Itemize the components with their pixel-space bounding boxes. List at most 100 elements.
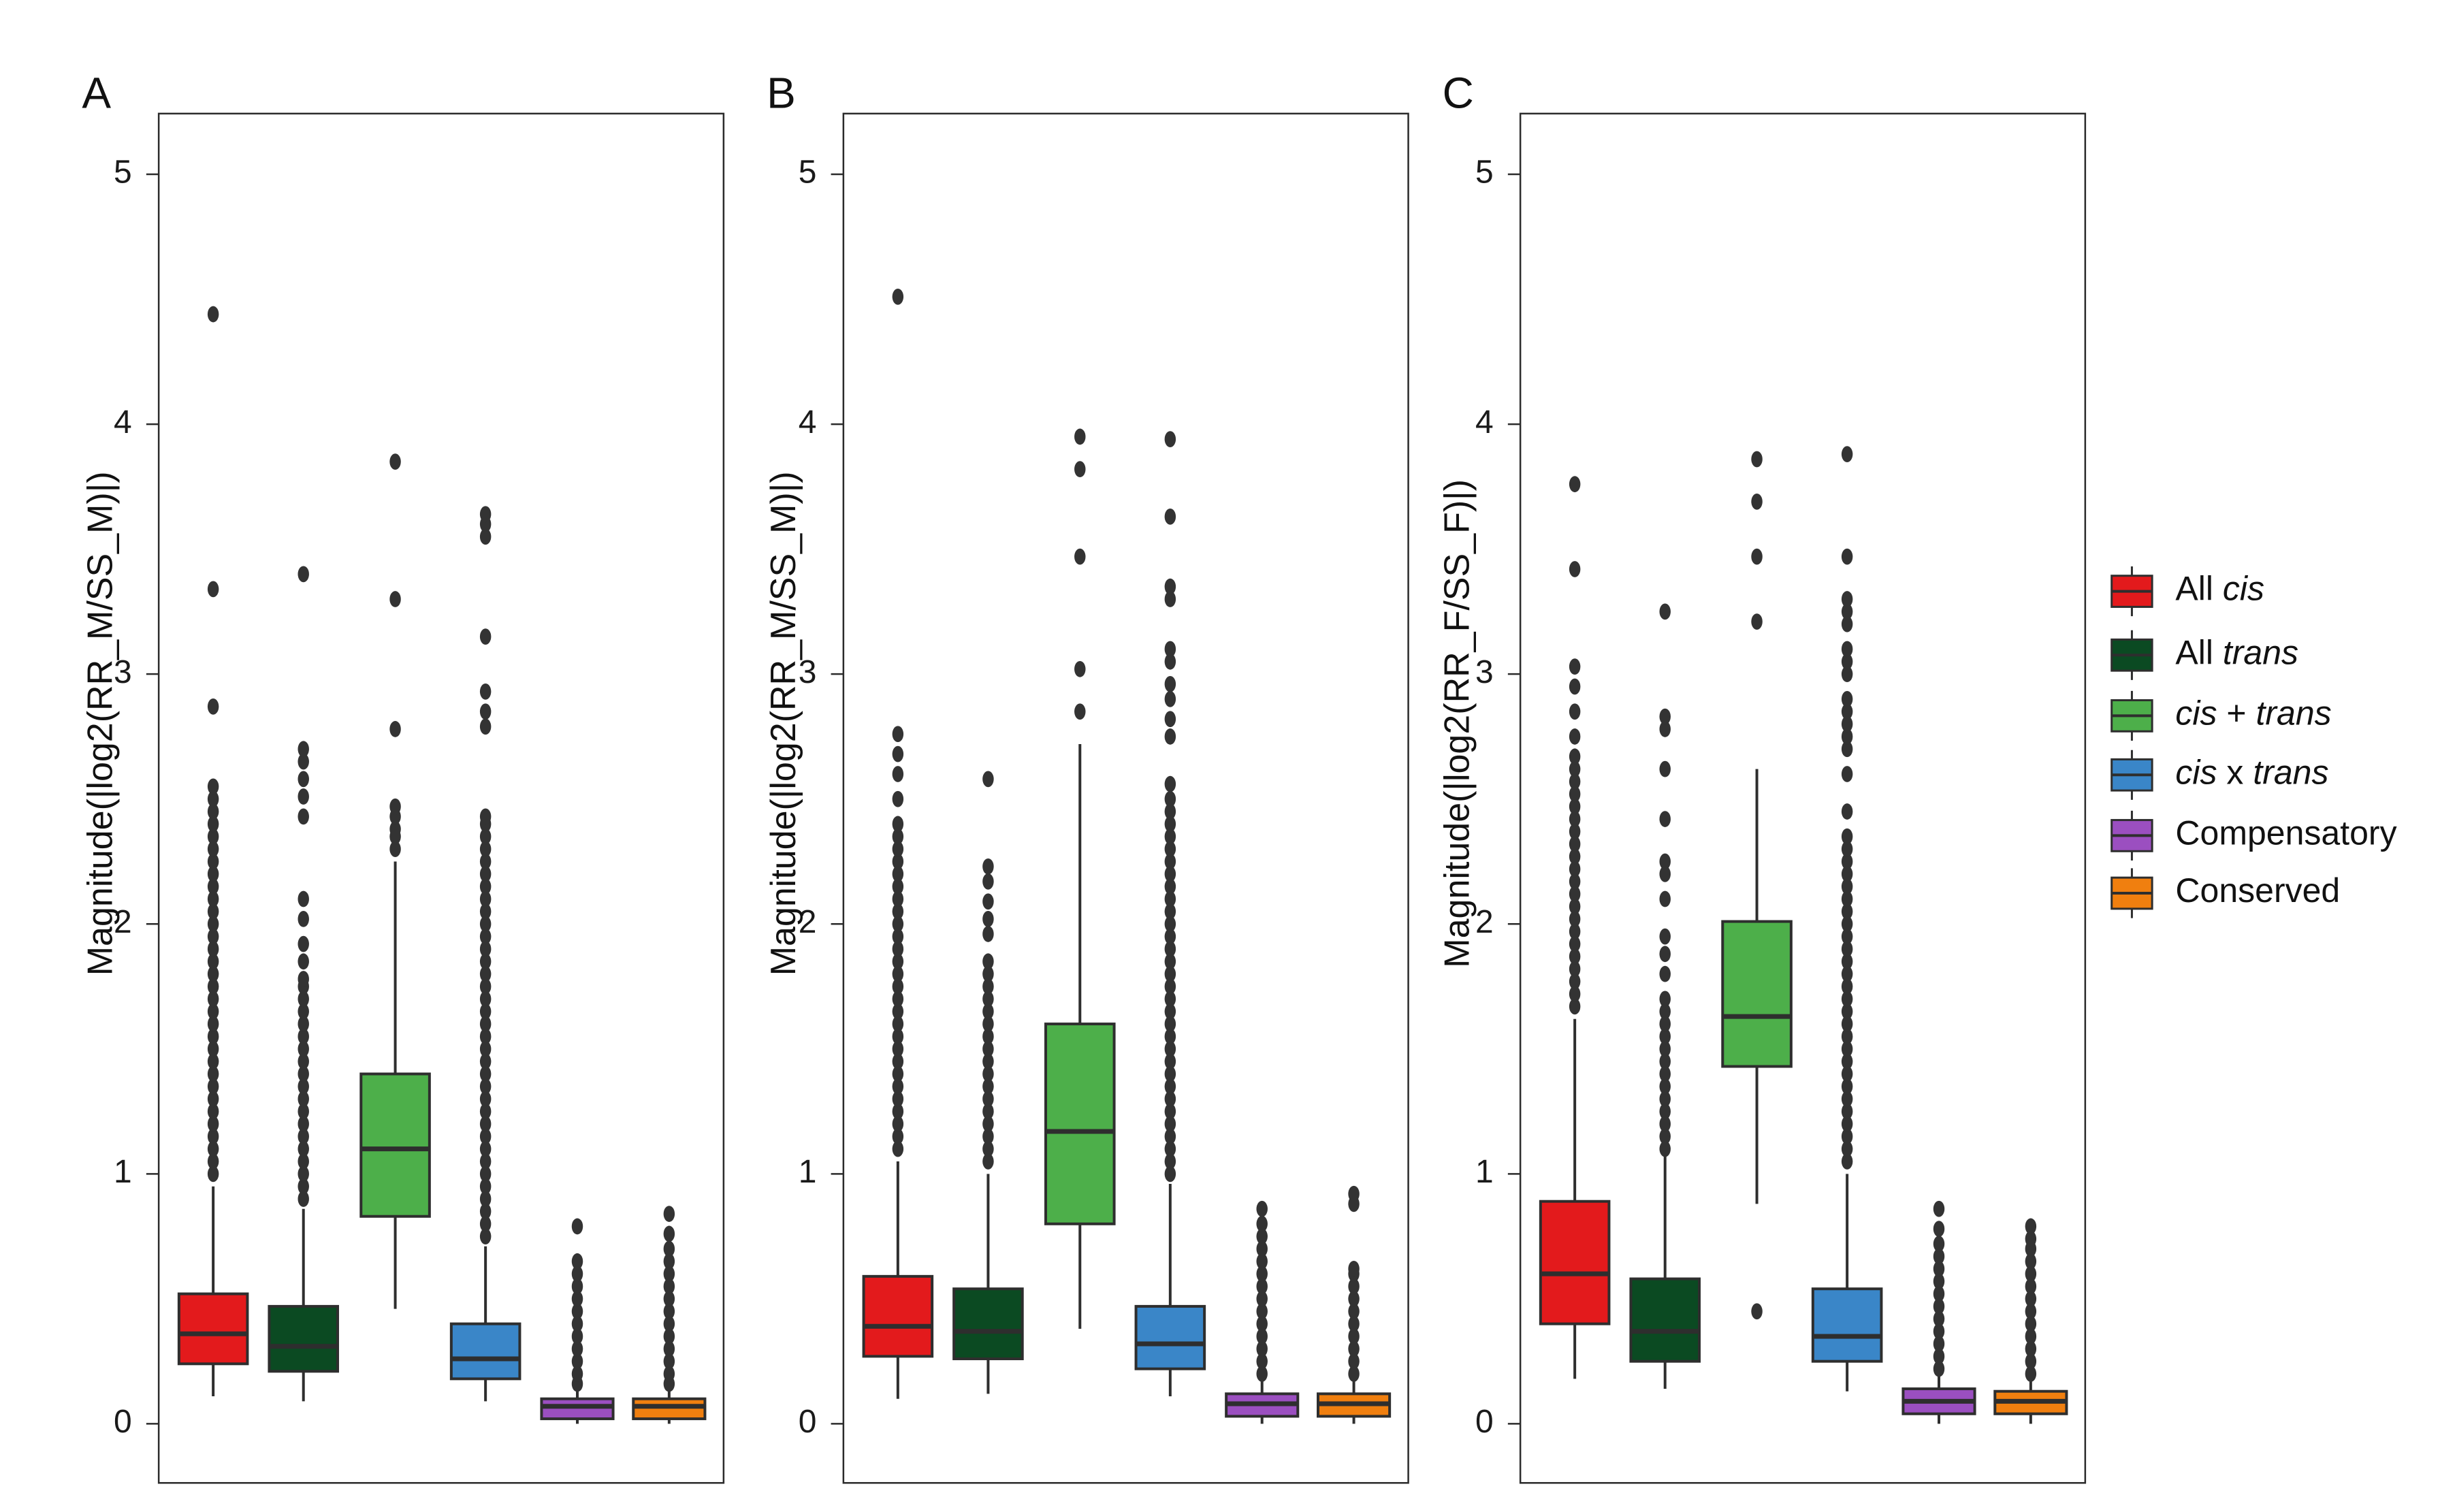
outlier-point [571,1278,583,1295]
legend-item-cis-x-trans: cis x trans [2110,750,2329,800]
box-iqr [1134,1304,1206,1370]
outlier-point [479,1116,492,1132]
outlier-point [298,1165,309,1183]
y-tick-label: 3 [114,654,132,690]
outlier-point [1841,965,1853,982]
box-all-trans [268,566,339,1402]
outlier-point [1841,1016,1853,1032]
y-tick-label: 5 [799,155,817,191]
box-cis-plus-trans [359,453,431,1309]
y-tick-label: 0 [1475,1404,1494,1440]
outlier-point [1569,911,1581,927]
outlier-point [663,1278,675,1295]
outlier-point [479,1128,492,1145]
outlier-point [892,1116,904,1132]
outlier-point [1569,658,1581,675]
outlier-point [298,1040,309,1057]
outlier-point [298,1103,309,1120]
outlier-point [207,1103,219,1120]
outlier-point [479,1165,492,1183]
outlier-point [1164,1103,1176,1120]
outlier-point [1256,1228,1268,1244]
outlier-point [298,1028,309,1045]
y-tick-label: 1 [114,1154,132,1190]
outlier-point [1933,1336,1945,1352]
outlier-point [2025,1353,2037,1370]
outlier-point [1164,965,1176,982]
outlier-point [1659,603,1671,620]
outlier-point [982,1028,994,1045]
outlier-point [1164,890,1176,907]
outlier-point [1841,548,1853,565]
outlier-point [1841,865,1853,882]
outlier-point [207,816,219,833]
box-iqr [862,1274,934,1358]
legend-label-part: trans [2223,633,2298,671]
outlier-point [389,820,401,837]
outlier-point [1933,1360,1945,1377]
legend-label: cis + trans [2175,694,2331,733]
outlier-point [479,506,492,523]
outlier-point [571,1253,583,1270]
outlier-point [1933,1298,1945,1315]
outlier-point [479,978,492,995]
outlier-point [389,798,401,815]
outlier-point [1659,865,1671,882]
outlier-point [207,928,219,945]
outlier-point [1569,773,1581,790]
outlier-point [1164,1165,1176,1183]
box-cis-plus-trans [1721,451,1793,1320]
box-iqr [1629,1277,1701,1363]
outlier-point [982,1040,994,1057]
outlier-point [479,878,492,895]
outlier-point [298,971,309,987]
outlier-point [892,941,904,957]
outlier-point [479,1028,492,1045]
outlier-point [2025,1366,2037,1382]
outlier-point [1164,1040,1176,1057]
outlier-point [1348,1340,1360,1357]
outlier-point [298,1153,309,1170]
outlier-point [1256,1291,1268,1307]
box-iqr [359,1072,431,1218]
outlier-point [1569,835,1581,852]
outlier-point [2025,1328,2037,1345]
legend-label-part: cis [2175,694,2217,733]
outlier-point [1659,1078,1671,1095]
outlier-point [298,1191,309,1207]
y-axis-title: Magnitude(|log2(RR_M/SS_M)|) [764,471,803,976]
outlier-point [298,566,309,583]
outlier-point [1659,708,1671,725]
outlier-point [1164,1003,1176,1020]
outlier-point [1841,703,1853,720]
box-compensatory [1901,1200,1976,1424]
outlier-point [1659,1053,1671,1070]
outlier-point [1841,591,1853,607]
outlier-point [1933,1200,1945,1217]
outlier-point [1841,903,1853,920]
legend-label: Conserved [2175,871,2340,910]
outlier-point [892,841,904,858]
outlier-point [1164,816,1176,833]
outlier-point [571,1340,583,1357]
outlier-point [1841,446,1853,463]
outlier-point [1841,1103,1853,1120]
legend-label: Compensatory [2175,814,2396,852]
outlier-point [207,1128,219,1145]
outlier-point [663,1315,675,1332]
outlier-point [1569,823,1581,840]
outlier-point [892,878,904,895]
outlier-point [1256,1340,1268,1357]
panel-frame [157,112,725,1484]
outlier-point [1933,1310,1945,1328]
outlier-point [1841,878,1853,895]
outlier-point [1164,1116,1176,1132]
outlier-point [207,1140,219,1157]
outlier-point [2025,1253,2037,1270]
panel-frame [842,112,1409,1484]
outlier-point [1659,1003,1671,1020]
outlier-point [298,953,309,970]
outlier-point [1164,903,1176,920]
